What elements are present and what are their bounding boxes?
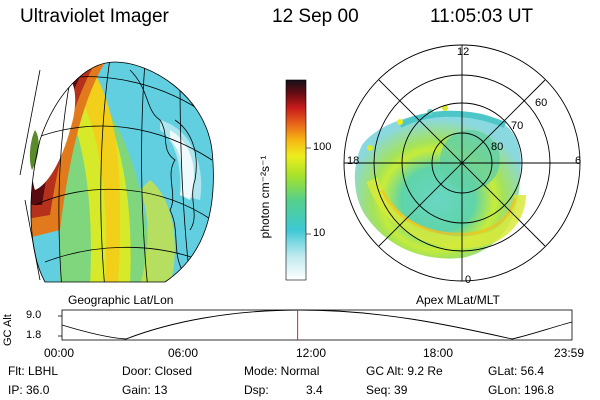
mode-value: Mode: Normal xyxy=(244,364,320,378)
door-status: Door: Closed xyxy=(122,364,193,378)
mlt-label-6: 6 xyxy=(575,155,582,167)
geographic-image xyxy=(19,61,214,283)
ip-value: IP: 36.0 xyxy=(8,383,50,397)
mlat-label-70: 70 xyxy=(511,120,524,132)
time-tick-2359: 23:59 xyxy=(554,346,585,360)
orbit-ytick-9: 9.0 xyxy=(26,309,42,321)
mlt-label-0: 0 xyxy=(465,274,472,286)
dsp-value: 3.4 xyxy=(306,383,323,397)
seq-value: Seq: 39 xyxy=(366,383,408,397)
dsp-label: Dsp: xyxy=(244,383,269,397)
mlt-label-18: 18 xyxy=(347,155,360,167)
colorbar-tick-100: 100 xyxy=(313,141,332,153)
glat-value: GLat: 56.4 xyxy=(488,364,545,378)
colorbar-unit-label: photon cm⁻²s⁻¹ xyxy=(258,155,272,239)
filter-value: Flt: LBHL xyxy=(8,364,59,378)
date-label: 12 Sep 00 xyxy=(272,6,359,27)
gain-value: Gain: 13 xyxy=(122,383,168,397)
orbit-y-axis-label: GC Alt xyxy=(2,314,14,346)
orbit-plot xyxy=(58,309,573,341)
mlat-label-60: 60 xyxy=(535,97,548,109)
mlt-label-12: 12 xyxy=(457,46,470,58)
time-tick-1200: 12:00 xyxy=(296,346,327,360)
time-tick-1800: 18:00 xyxy=(423,346,454,360)
apex-panel-label: Apex MLat/MLT xyxy=(416,293,500,307)
colorbar xyxy=(285,79,311,281)
gc-alt-value: GC Alt: 9.2 Re xyxy=(366,364,443,378)
colorbar-tick-10: 10 xyxy=(313,227,326,239)
time-label: 11:05:03 UT xyxy=(430,6,534,27)
geographic-panel-label: Geographic Lat/Lon xyxy=(68,293,174,307)
mlat-label-80: 80 xyxy=(491,141,504,153)
orbit-ytick-1-8: 1.8 xyxy=(26,329,42,341)
time-tick-0000: 00:00 xyxy=(44,346,75,360)
time-tick-0600: 06:00 xyxy=(168,346,199,360)
glon-value: GLon: 196.8 xyxy=(488,383,555,397)
polar-image xyxy=(343,44,581,282)
instrument-title: Ultraviolet Imager xyxy=(20,6,169,27)
